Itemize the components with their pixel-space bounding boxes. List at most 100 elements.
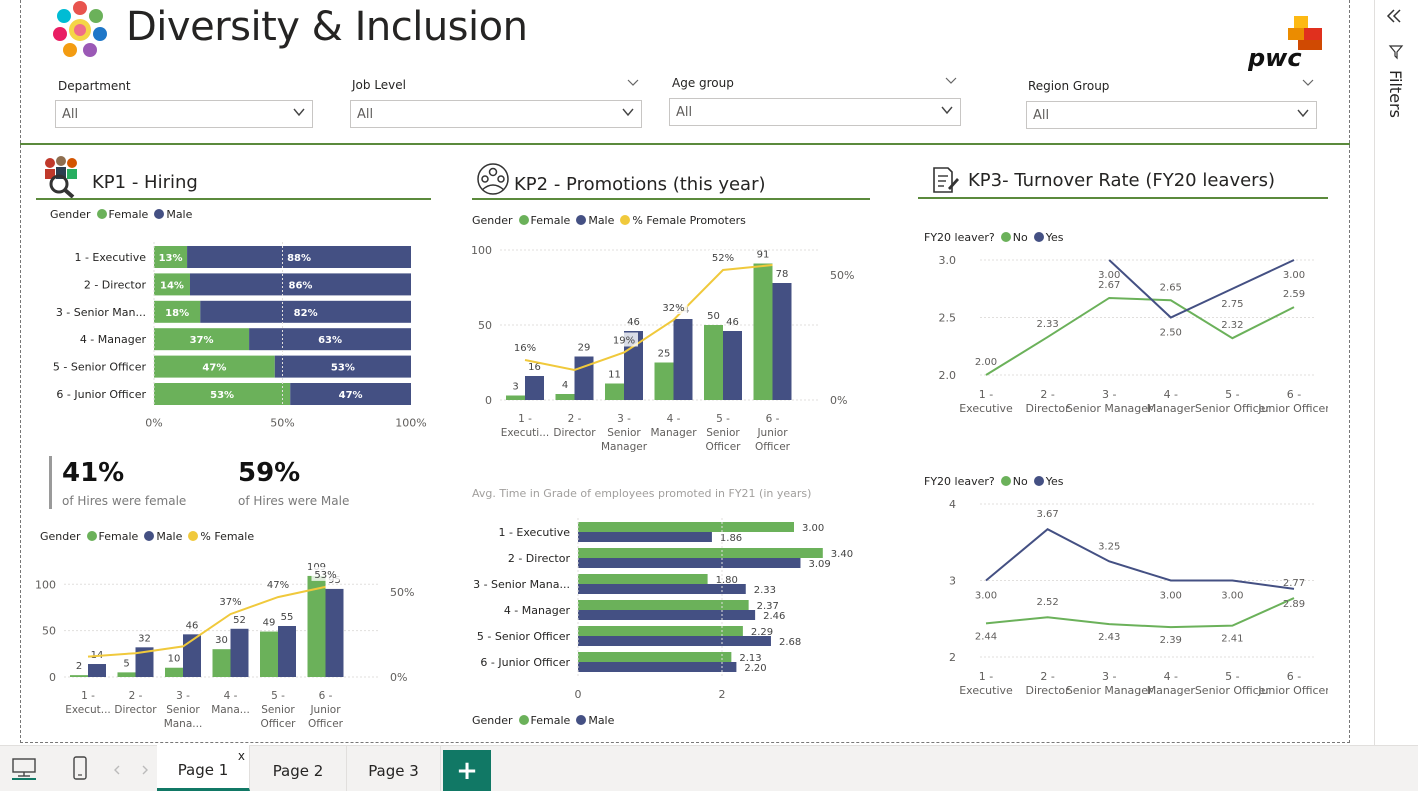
legend-pct-female-promoters[interactable]: % Female Promoters (620, 214, 746, 227)
hiring-legend: Gender Female Male (50, 208, 192, 221)
tab-next-icon[interactable] (140, 764, 150, 776)
y-tick-label: 50 (478, 319, 492, 332)
legend-female[interactable]: Female (518, 214, 570, 227)
desktop-view-icon[interactable] (10, 756, 38, 780)
data-label: 82% (294, 308, 318, 319)
turnover-line-chart-2[interactable]: 2 3 4 2.44 2.52 2.43 2.39 2.41 2.77 3.00 3.67 3.25 3… (918, 492, 1328, 704)
chevron-down-icon[interactable] (1301, 76, 1315, 90)
x-tick-label: 6 -Junior Officer (308, 690, 344, 730)
tab-close-icon[interactable]: x (237, 749, 245, 763)
data-label: 86% (289, 280, 313, 291)
legend-male[interactable]: Male (576, 714, 614, 727)
turnover-line-chart-1[interactable]: 2.0 2.5 3.0 2.00 2.33 2.67 2.65 2.32 2.59 3.00 2.5… (918, 246, 1329, 421)
category-label: 5 - Senior Officer (53, 361, 147, 374)
bar-male (723, 331, 742, 400)
data-label: 88% (287, 253, 311, 264)
legend-female[interactable]: Female (96, 208, 148, 221)
filters-pane-label[interactable]: Filters (1386, 70, 1405, 118)
legend-male[interactable]: Male (144, 530, 182, 543)
filter-funnel-icon[interactable] (1388, 44, 1404, 60)
data-label: 2.52 (1036, 597, 1058, 608)
age-group-dropdown[interactable]: All (669, 98, 961, 126)
tab-page-1[interactable]: Page 1 x (157, 745, 250, 791)
x-tick-label: 4 -Manager (650, 413, 697, 439)
data-label: 2 (76, 661, 82, 672)
data-label: 2.77 (1283, 578, 1305, 589)
document-edit-icon (933, 167, 959, 193)
line-series-no (985, 597, 1295, 629)
department-value: All (62, 107, 79, 122)
job-level-dropdown[interactable]: All (350, 100, 642, 128)
category-label: 3 - Senior Man... (56, 306, 146, 319)
category-label: 2 - Director (508, 552, 571, 565)
legend-yes[interactable]: Yes (1033, 231, 1063, 244)
tab-page-2[interactable]: Page 2 (250, 745, 347, 791)
region-group-value: All (1033, 108, 1050, 123)
add-page-button[interactable]: + (443, 750, 491, 791)
legend-title: Gender (40, 530, 81, 543)
data-label: 37% (190, 335, 214, 346)
header-separator (20, 143, 1350, 145)
avg-time-title: Avg. Time in Grade of employees promoted… (472, 487, 812, 500)
y-tick-label: 0 (485, 394, 492, 407)
legend-female[interactable]: Female (86, 530, 138, 543)
promotions-combo-chart[interactable]: 0 50 100 0% 50% 3 16 1 -Executi... 4 29 2 -Directo… (466, 236, 876, 458)
data-label: 47% (267, 580, 289, 591)
x-tick-label: 3 -Senior Manager (1066, 388, 1153, 415)
region-group-dropdown[interactable]: All (1026, 101, 1317, 129)
data-label: 4 (562, 380, 568, 391)
time-grade-legend: Gender Female Male (472, 714, 614, 727)
kpi-female-label: of Hires were female (62, 494, 187, 508)
legend-pct-female[interactable]: % Female (188, 530, 254, 543)
tab-page-3[interactable]: Page 3 (347, 745, 441, 791)
bar-male (525, 376, 544, 400)
legend-yes[interactable]: Yes (1033, 475, 1063, 488)
bar-male (187, 246, 411, 268)
filters-pane[interactable] (1374, 0, 1418, 745)
y-tick-label: 100 (471, 244, 492, 257)
data-label: 52 (233, 615, 246, 626)
chevron-down-icon[interactable] (626, 76, 640, 90)
category-label: 1 - Executive (74, 251, 146, 264)
legend-female[interactable]: Female (518, 714, 571, 727)
bar-male (578, 584, 746, 594)
time-in-grade-chart[interactable]: 1 - Executive 3.00 1.86 2 - Director 3.403.0… (466, 512, 876, 708)
data-label: 16% (514, 343, 536, 354)
category-label: 1 - Executive (498, 526, 570, 539)
legend-female-label: Female (530, 714, 571, 727)
data-label-bg (709, 250, 737, 264)
tick-label: 2 (719, 688, 726, 701)
y2-tick-label: 0% (830, 394, 847, 407)
data-label: 47% (202, 363, 226, 374)
hiring-stacked-bar-chart[interactable]: 1 - Executive 13% 88% 2 - Director 14% 86% 3 -… (36, 236, 436, 441)
x-tick-label: 5 -Senior Officer (1195, 670, 1271, 697)
bar-male (578, 558, 801, 568)
data-label: 32% (662, 303, 684, 314)
data-label: 2.37 (757, 601, 779, 612)
tab-prev-icon[interactable] (112, 764, 122, 776)
turnover-legend-1: FY20 leaver? No Yes (924, 231, 1063, 244)
category-label: 6 - Junior Officer (56, 388, 146, 401)
mobile-view-icon[interactable] (72, 755, 88, 781)
kpi-female-value: 41% (62, 458, 125, 488)
tick-label: 100% (395, 416, 426, 429)
promotions-team-icon (477, 163, 509, 195)
data-label: 5 (123, 658, 129, 669)
data-label-bg (311, 566, 340, 581)
bar-female (578, 522, 794, 532)
x-tick-label: 1 -Execut... (65, 690, 111, 716)
data-label: 2.43 (1098, 632, 1120, 643)
department-dropdown[interactable]: All (55, 100, 313, 128)
collapse-pane-icon[interactable] (1385, 8, 1403, 24)
legend-no[interactable]: No (1000, 475, 1028, 488)
legend-no[interactable]: No (1000, 231, 1028, 244)
data-label: 2.75 (1221, 299, 1243, 310)
chevron-down-icon[interactable] (944, 74, 958, 88)
bar-female (506, 395, 525, 400)
y2-tick-label: 50% (830, 269, 854, 282)
y-tick-label: 4 (949, 498, 956, 511)
legend-male-label: Male (588, 214, 615, 227)
legend-male[interactable]: Male (154, 208, 192, 221)
legend-male[interactable]: Male (576, 214, 614, 227)
